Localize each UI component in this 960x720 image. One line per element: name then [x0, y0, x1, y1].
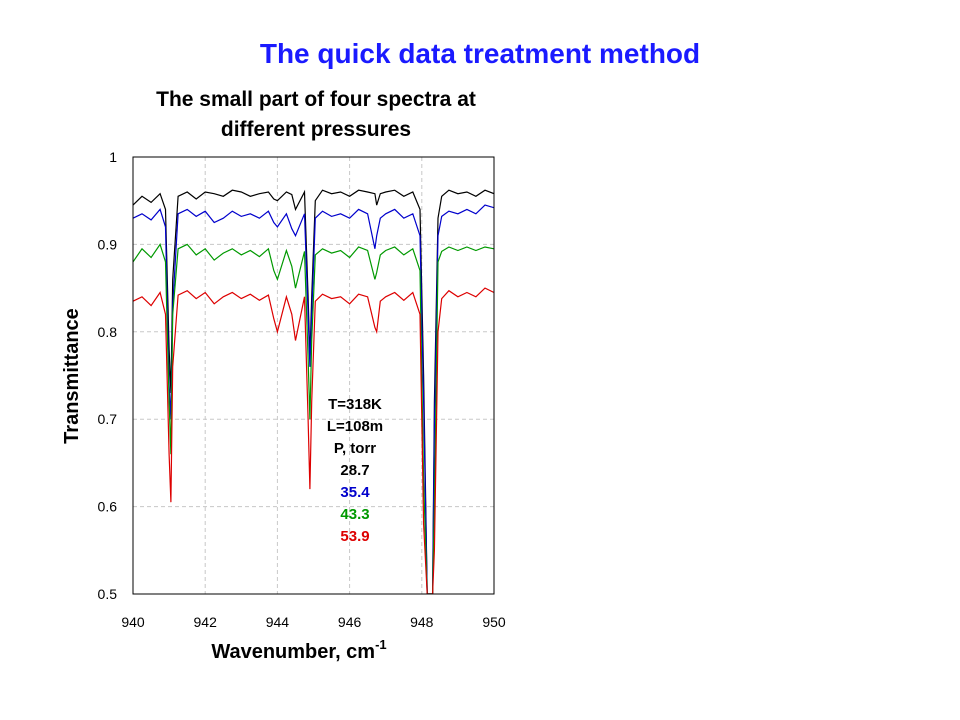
series-layer — [133, 189, 494, 594]
x-tick-label: 942 — [194, 614, 218, 630]
y-tick-label: 1 — [109, 149, 117, 165]
conditions-annotation: T=318K L=108m P, torr — [327, 396, 383, 457]
grid — [133, 157, 494, 594]
legend-pressure-43.3: 43.3 — [340, 506, 369, 523]
tick-labels: 940 942 944 946 948 950 0.5 0.6 0.7 0.8 0.9 1 — [98, 149, 506, 630]
plot-frame — [132, 156, 495, 595]
series-line-43.3 — [133, 243, 494, 594]
x-axis-label: Wavenumber, cm-1 — [211, 637, 386, 663]
x-tick-label: 948 — [410, 614, 434, 630]
series-line-28.7 — [133, 189, 494, 594]
y-tick-label: 0.6 — [98, 499, 118, 515]
legend: 28.7 35.4 43.3 53.9 — [340, 462, 370, 545]
annotation-pressure-header: P, torr — [334, 440, 376, 457]
y-axis-label: Transmittance — [61, 308, 83, 444]
y-tick-label: 0.5 — [98, 586, 118, 602]
x-axis-label-superscript: -1 — [375, 637, 387, 652]
legend-pressure-53.9: 53.9 — [340, 528, 369, 545]
y-tick-label: 0.8 — [98, 324, 118, 340]
x-tick-label: 944 — [266, 614, 290, 630]
y-tick-label: 0.7 — [98, 411, 118, 427]
x-tick-label: 946 — [338, 614, 362, 630]
chart-title-line-2: different pressures — [221, 118, 411, 141]
y-tick-label: 0.9 — [98, 236, 118, 252]
slide-title: The quick data treatment method — [259, 38, 701, 69]
annotation-length: L=108m — [327, 418, 383, 435]
annotation-temperature: T=318K — [328, 396, 382, 413]
series-line-35.4 — [133, 204, 494, 594]
legend-pressure-28.7: 28.7 — [340, 462, 369, 479]
x-tick-label: 940 — [121, 614, 145, 630]
x-axis-label-text: Wavenumber, cm — [211, 641, 375, 663]
series-line-53.9 — [133, 287, 494, 594]
x-tick-label: 950 — [482, 614, 506, 630]
legend-pressure-35.4: 35.4 — [340, 484, 370, 501]
chart-title-line-1: The small part of four spectra at — [156, 88, 476, 111]
